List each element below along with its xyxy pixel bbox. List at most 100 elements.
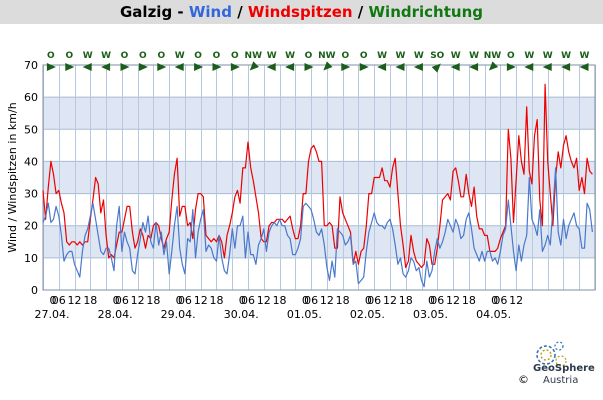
direction-label: O <box>139 51 147 61</box>
x-tick-label: 12 <box>446 294 460 307</box>
y-tick-label: 10 <box>24 252 38 265</box>
date-label: 02.05. <box>350 308 385 321</box>
logo-subtitle: Austria <box>543 375 579 386</box>
y-tick-label: 50 <box>24 123 38 136</box>
x-tick-label: 18 <box>209 294 223 307</box>
direction-arrow-icon <box>46 63 56 71</box>
direction-label: O <box>121 51 129 61</box>
x-tick-label: 12 <box>68 294 82 307</box>
x-tick-label: 06 <box>178 294 192 307</box>
direction-label: W <box>377 51 387 61</box>
direction-arrow-icon <box>469 63 479 71</box>
y-tick-label: 40 <box>24 155 38 168</box>
direction-arrow-icon <box>561 63 571 71</box>
x-tick-label: 06 <box>115 294 129 307</box>
x-tick-label: 12 <box>131 294 145 307</box>
date-label: 04.05. <box>476 308 511 321</box>
direction-arrow-icon <box>138 63 148 71</box>
date-label: 03.05. <box>413 308 448 321</box>
direction-label: W <box>469 51 479 61</box>
direction-label: W <box>175 51 185 61</box>
direction-label: O <box>231 51 239 61</box>
direction-arrow-icon <box>341 63 351 71</box>
direction-arrow-icon <box>323 61 333 71</box>
direction-label: O <box>157 51 165 61</box>
direction-arrow-icon <box>579 63 589 71</box>
copyright-mark: © <box>518 373 529 386</box>
x-tick-label: 18 <box>462 294 476 307</box>
x-tick-label: 18 <box>146 294 160 307</box>
direction-label: O <box>305 51 313 61</box>
title-station: Galzig - <box>120 3 189 21</box>
direction-label: W <box>580 51 590 61</box>
x-tick-label: 18 <box>83 294 97 307</box>
plot-band <box>43 161 595 194</box>
direction-arrow-icon <box>266 63 276 71</box>
direction-label: W <box>524 51 534 61</box>
direction-arrow-icon <box>506 63 516 71</box>
direction-label: SO <box>430 51 444 61</box>
direction-arrow-icon <box>82 63 92 71</box>
x-tick-label: 06 <box>367 294 381 307</box>
direction-label: W <box>561 51 571 61</box>
direction-arrow-icon <box>431 63 441 73</box>
direction-arrow-icon <box>359 63 369 71</box>
direction-arrow-icon <box>304 63 314 71</box>
direction-label: O <box>341 51 349 61</box>
title-wind: Wind <box>188 3 232 21</box>
x-tick-label: 12 <box>383 294 397 307</box>
x-tick-label: 0 <box>113 294 120 307</box>
y-axis-label: Wind / Windspitzen in km/h <box>6 102 19 252</box>
date-label: 28.04. <box>98 308 133 321</box>
direction-arrow-icon <box>157 63 167 71</box>
date-label: 30.04. <box>224 308 259 321</box>
plot-border <box>42 64 596 291</box>
title-separator: / <box>231 3 248 21</box>
direction-arrow-icon <box>542 63 552 71</box>
direction-arrow-icon <box>395 63 405 71</box>
direction-arrow-icon <box>524 63 534 71</box>
x-tick-label: 0 <box>176 294 183 307</box>
direction-label: O <box>360 51 368 61</box>
direction-label: O <box>194 51 202 61</box>
x-tick-label: 18 <box>399 294 413 307</box>
geosphere-logo-icon <box>536 341 567 367</box>
direction-label: W <box>101 51 111 61</box>
logo-name: GeoSphere <box>533 363 595 374</box>
direction-arrow-icon <box>194 63 204 71</box>
x-tick-label: 0 <box>50 294 57 307</box>
direction-label: W <box>543 51 553 61</box>
x-tick-label: 12 <box>320 294 334 307</box>
x-tick-label: 06 <box>52 294 66 307</box>
direction-arrow-icon <box>230 63 240 71</box>
y-tick-label: 70 <box>24 59 38 72</box>
direction-label: O <box>507 51 515 61</box>
x-tick-label: 06 <box>241 294 255 307</box>
direction-label: W <box>396 51 406 61</box>
title-separator: / <box>352 3 369 21</box>
plot-band <box>43 97 595 130</box>
direction-label: W <box>414 51 424 61</box>
date-label: 27.04. <box>35 308 70 321</box>
direction-arrow-icon <box>488 61 499 71</box>
x-tick-label: 0 <box>491 294 498 307</box>
title-gusts: Windspitzen <box>247 3 353 21</box>
title-direction: Windrichtung <box>368 3 483 21</box>
series-line-windspitzen <box>42 83 593 269</box>
date-label: 29.04. <box>161 308 196 321</box>
direction-label: W <box>83 51 93 61</box>
x-tick-label: 06 <box>430 294 444 307</box>
direction-arrow-icon <box>120 63 130 71</box>
y-tick-label: 0 <box>31 284 38 297</box>
x-tick-label: 18 <box>273 294 287 307</box>
direction-label: W <box>267 51 277 61</box>
direction-label: NW <box>245 51 263 61</box>
direction-label: O <box>47 51 55 61</box>
y-tick-label: 30 <box>24 188 38 201</box>
x-tick-label: 06 <box>493 294 507 307</box>
y-tick-label: 60 <box>24 91 38 104</box>
direction-arrow-icon <box>65 63 75 71</box>
series-line-wind <box>42 167 593 288</box>
